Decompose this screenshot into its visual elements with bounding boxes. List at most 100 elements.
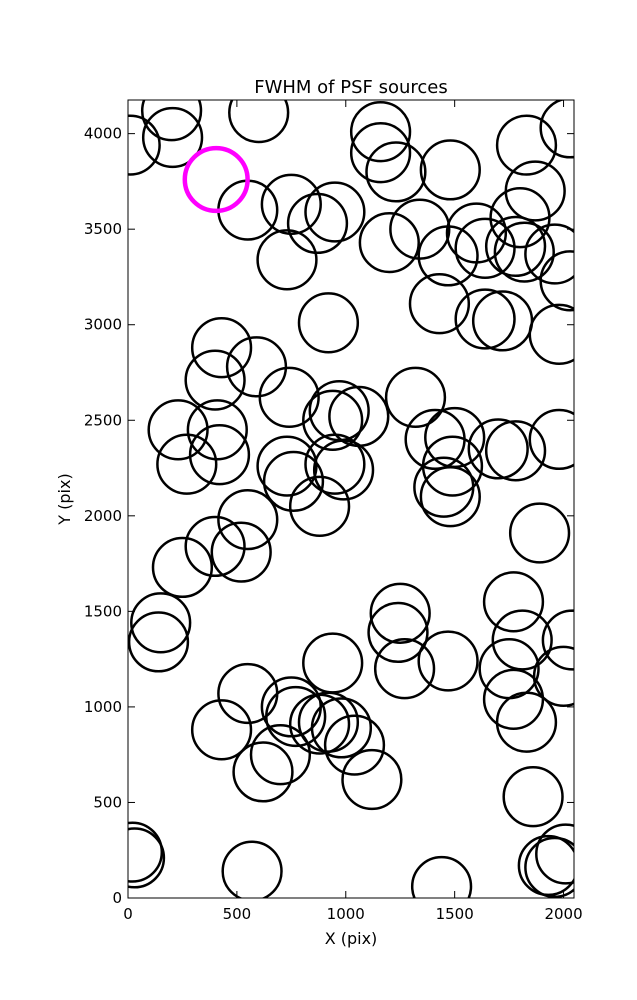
psf-source-circle	[467, 418, 529, 480]
psf-source-circle	[413, 456, 475, 518]
y-tick-label: 1500	[84, 602, 122, 620]
psf-source-circle	[539, 250, 574, 312]
psf-source-circle	[128, 821, 164, 883]
psf-source-circle	[528, 408, 574, 471]
psf-source-circle	[188, 424, 251, 486]
psf-source-circle	[186, 399, 248, 461]
psf-source-circle	[221, 840, 283, 898]
y-tick-label: 2500	[84, 411, 122, 429]
x-tick-label: 2000	[544, 905, 582, 923]
psf-source-circle	[225, 336, 288, 398]
psf-source-circle	[128, 114, 161, 176]
psf-source-circle	[262, 450, 325, 513]
psf-source-circle	[508, 502, 571, 564]
psf-source-circle	[495, 691, 558, 753]
data-marks	[128, 100, 574, 898]
x-tick-label: 1000	[327, 905, 365, 923]
psf-source-circle	[302, 632, 364, 694]
x-axis-label: X (pix)	[325, 929, 378, 948]
psf-source-circle	[454, 217, 516, 279]
psf-source-circle	[228, 100, 290, 144]
psf-source-circle	[445, 202, 508, 264]
psf-source-circle	[232, 741, 294, 803]
psf-source-circle	[493, 221, 555, 283]
psf-source-circle	[310, 697, 373, 759]
psf-source-circle	[369, 582, 431, 644]
psf-source-circle	[304, 433, 366, 495]
psf-source-circle	[532, 645, 574, 707]
psf-source-circle	[128, 611, 190, 673]
chart-title: FWHM of PSF sources	[254, 77, 448, 98]
psf-source-circle	[341, 748, 403, 811]
psf-source-circle	[349, 101, 412, 163]
y-tick-label: 3500	[84, 220, 122, 238]
y-tick-label: 3000	[84, 316, 122, 334]
psf-source-circle	[482, 571, 545, 633]
psf-source-circle	[495, 114, 558, 176]
psf-source-circle	[288, 475, 351, 537]
psf-source-circle	[358, 211, 420, 274]
psf-source-circle	[256, 435, 318, 497]
psf-source-circle	[482, 668, 545, 730]
psf-source-circle	[147, 399, 209, 461]
psf-source-circle	[365, 141, 427, 203]
psf-source-circle	[502, 766, 564, 828]
axis-ticks: 0 500 1000 1500 2000 0 500 1000 1500 2000 2500 3000…	[84, 100, 583, 923]
psf-source-circle	[184, 349, 246, 411]
psf-source-circle	[417, 630, 479, 692]
psf-source-circle	[504, 160, 566, 222]
psf-source-circle	[384, 366, 447, 428]
psf-source-circle	[256, 229, 318, 291]
psf-source-circle	[286, 192, 349, 255]
y-tick-label: 1000	[84, 698, 122, 716]
psf-source-circle	[302, 389, 364, 451]
psf-source-circle	[491, 609, 553, 671]
psf-source-circle	[156, 433, 218, 495]
psf-source-circle	[151, 536, 214, 599]
x-tick-label: 1500	[436, 905, 474, 923]
psf-source-circle	[140, 100, 203, 142]
psf-source-circle	[210, 521, 272, 583]
x-tick-label: 500	[223, 905, 252, 923]
psf-source-circle	[312, 439, 375, 501]
psf-source-circle	[539, 100, 574, 159]
psf-source-circle	[410, 855, 473, 898]
psf-source-circle	[184, 515, 246, 578]
psf-source-circle	[297, 691, 360, 753]
psf-source-circle	[265, 685, 327, 748]
psf-source-circle	[190, 699, 253, 761]
psf-source-circle	[419, 139, 481, 201]
psf-source-circle	[349, 122, 412, 184]
psf-source-circle	[454, 288, 516, 350]
psf-source-circle	[524, 223, 574, 285]
psf-source-circle	[535, 823, 574, 885]
psf-source-circle	[484, 215, 547, 278]
x-tick-label: 0	[123, 905, 133, 923]
psf-source-circle	[128, 827, 166, 889]
psf-source-circle	[484, 420, 547, 482]
psf-source-circle	[367, 601, 429, 664]
psf-source-circle	[190, 317, 253, 379]
psf-source-circle	[249, 724, 312, 786]
psf-source-circle	[541, 609, 574, 671]
psf-source-circle	[304, 181, 366, 243]
psf-source-circle	[419, 466, 481, 528]
psf-source-circle	[130, 592, 192, 654]
psf-source-circle	[260, 173, 322, 235]
psf-source-circle	[258, 366, 320, 428]
y-tick-label: 2000	[84, 507, 122, 525]
psf-source-circle	[524, 836, 574, 898]
psf-source-circle	[408, 273, 471, 335]
psf-source-circle	[528, 303, 574, 365]
highlight-source-circle	[182, 145, 250, 214]
psf-source-circle	[489, 187, 551, 249]
psf-source-circle	[328, 385, 390, 448]
psf-source-circle	[297, 292, 360, 354]
psf-source-circle	[373, 638, 436, 700]
psf-source-circle	[517, 834, 574, 897]
y-tick-label: 4000	[84, 125, 122, 143]
psf-source-circle	[217, 488, 279, 551]
y-axis-label: Y (pix)	[55, 473, 74, 525]
plot-frame	[127, 99, 575, 899]
